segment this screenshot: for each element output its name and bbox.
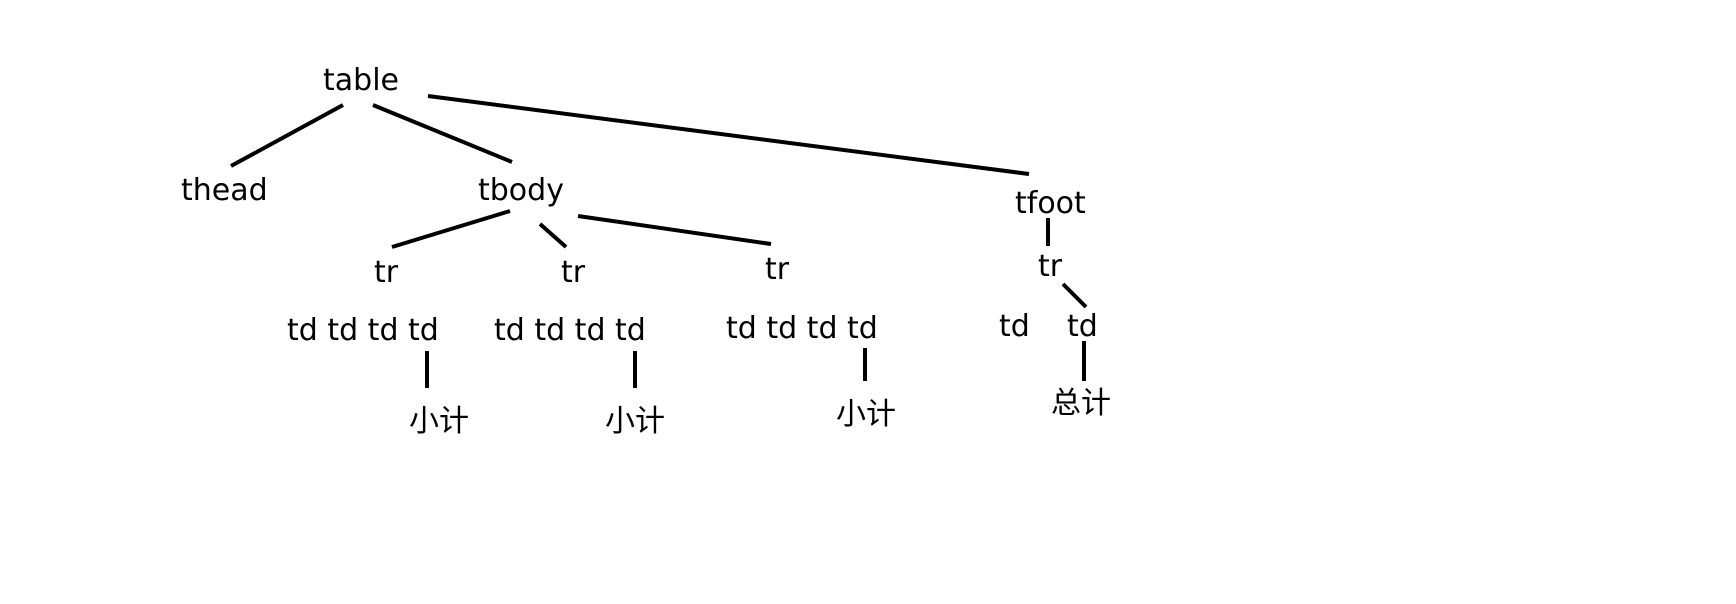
edge-tbody-tr3 <box>577 214 772 246</box>
node-row3-cells: td td td td <box>726 311 878 346</box>
edge-table-thead <box>230 103 344 168</box>
node-subtotal-1: 小计 <box>409 404 469 439</box>
node-subtotal-3: 小计 <box>836 397 896 432</box>
node-tr-4: tr <box>1038 249 1063 284</box>
node-row1-cells: td td td td <box>287 313 439 348</box>
node-table: table <box>323 63 399 98</box>
edge-tbody-tr1 <box>391 209 511 249</box>
edge-tbody-tr2 <box>538 222 568 249</box>
node-foot-td-1: td <box>999 309 1030 344</box>
edge-table-tbody <box>372 103 513 164</box>
node-subtotal-2: 小计 <box>605 404 665 439</box>
node-tfoot: tfoot <box>1015 186 1086 221</box>
node-foot-td-2: td <box>1067 309 1098 344</box>
node-total: 总计 <box>1051 386 1111 421</box>
node-row2-cells: td td td td <box>494 313 646 348</box>
node-tr-1: tr <box>374 255 399 290</box>
node-tbody: tbody <box>478 173 564 208</box>
edge-tr4-td <box>1061 282 1088 309</box>
edge-table-tfoot <box>427 94 1030 176</box>
node-tr-3: tr <box>765 252 790 287</box>
node-thead: thead <box>181 173 268 208</box>
node-tr-2: tr <box>561 255 586 290</box>
